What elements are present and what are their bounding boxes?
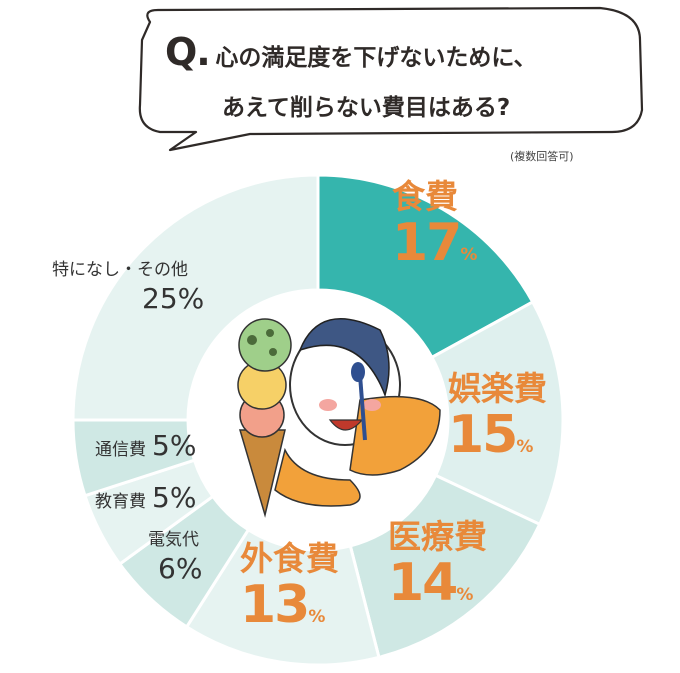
slice-label-name: 電気代 — [148, 530, 199, 550]
slice-label-name: 特になし・その他 — [52, 260, 188, 280]
donut-slice-7 — [71, 173, 320, 422]
slice-label-value: 6% — [158, 552, 203, 585]
slice-label-4: 電気代 6% — [148, 532, 202, 583]
donut-slice-1 — [429, 299, 565, 527]
question-text-line1: 心の満足度を下げないために、 — [215, 45, 537, 71]
slice-label-2: 医療費 14% — [388, 520, 487, 609]
question-prefix: Q. — [165, 30, 211, 74]
ice-cream-illustration — [237, 318, 441, 518]
speech-bubble-outline — [138, 6, 644, 152]
question-line1: Q. 心の満足度を下げないために、 — [165, 30, 537, 74]
question-line2: あえて削らない費目はある? — [222, 95, 511, 121]
slice-label-value-row: 17% — [392, 217, 477, 269]
slice-label-value: 5% — [152, 481, 197, 514]
slice-label-3: 外食費 13% — [240, 542, 339, 631]
slice-label-name: 食費 — [392, 177, 458, 216]
slice-label-unit: % — [456, 585, 474, 605]
slice-label-unit: % — [308, 607, 326, 627]
slice-label-name: 娯楽費 — [448, 369, 547, 408]
slice-label-0: 食費 17% — [392, 180, 477, 269]
slice-label-unit: % — [516, 437, 534, 457]
multiple-answer-note: (複数回答可) — [510, 150, 574, 163]
slice-label-unit: % — [460, 245, 478, 265]
slice-label-1: 娯楽費 15% — [448, 372, 547, 461]
donut-slice-0 — [316, 173, 535, 360]
donut-chart — [71, 173, 565, 667]
slice-label-name: 医療費 — [388, 517, 487, 556]
slice-label-7: 特になし・その他 25% — [52, 262, 204, 313]
slice-label-value: 14 — [388, 553, 458, 613]
slice-label-value: 5% — [152, 429, 197, 462]
slice-label-value-row: 15% — [448, 409, 547, 461]
slice-label-value-row: 13% — [240, 579, 339, 631]
slice-label-name: 通信費 — [95, 440, 146, 460]
slice-label-value: 17 — [392, 213, 462, 273]
slice-label-value: 25% — [142, 282, 205, 315]
slice-label-value: 13 — [240, 575, 310, 635]
slice-label-6: 通信費 5% — [95, 432, 196, 460]
slice-label-name: 教育費 — [95, 492, 146, 512]
slice-label-value: 15 — [448, 405, 518, 465]
slice-label-name: 外食費 — [240, 539, 339, 578]
slice-label-5: 教育費 5% — [95, 484, 196, 512]
slice-label-value-row: 14% — [388, 557, 487, 609]
